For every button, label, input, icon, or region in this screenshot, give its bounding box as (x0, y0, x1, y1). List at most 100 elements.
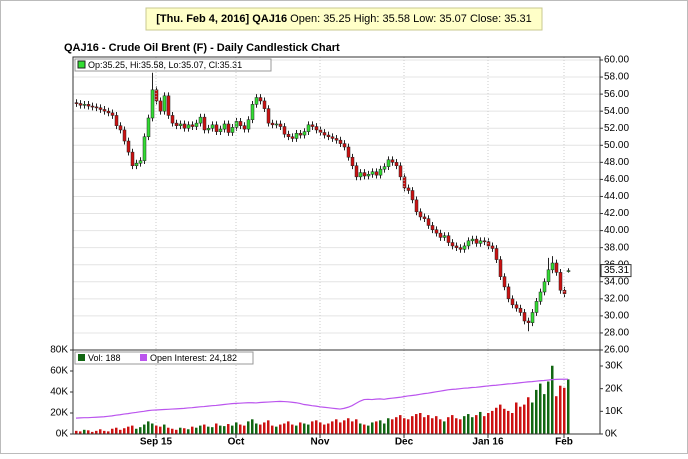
candle-body (474, 238, 479, 244)
candle-body (110, 112, 115, 116)
y-tick-label: 34.00 (604, 276, 629, 287)
volume-bar (487, 413, 490, 434)
volume-bar (255, 423, 258, 434)
candle-body (158, 100, 163, 112)
volume-bar (443, 421, 446, 434)
y-tick-label: 40.00 (604, 225, 629, 236)
candle-body (126, 140, 131, 153)
legend-swatch (140, 354, 147, 361)
candle-body (350, 156, 355, 167)
volume-bar (395, 417, 398, 434)
volume-bar (95, 430, 98, 434)
candle-body (398, 165, 403, 178)
candle-body (466, 240, 471, 247)
volume-bar (207, 426, 210, 434)
candle-body (446, 235, 451, 243)
volume-bar (199, 425, 202, 434)
chart-title: QAJ16 - Crude Oil Brent (F) - Daily Cand… (64, 42, 340, 54)
volume-bar (275, 426, 278, 434)
volume-bar (343, 420, 346, 434)
candle-body (358, 172, 363, 178)
candle-body (482, 240, 487, 243)
y-tick-label: 48.00 (604, 157, 629, 168)
volume-bar (183, 428, 186, 434)
candle-body (182, 123, 187, 129)
volume-bar (567, 379, 570, 434)
candle-body (282, 126, 287, 135)
volume-bar (79, 431, 82, 434)
candle-body (454, 245, 459, 248)
candle-body (190, 124, 195, 127)
candle-body (334, 138, 339, 141)
y-tick-label: 28.00 (604, 328, 629, 339)
y-tick-label: 60.00 (604, 55, 629, 66)
volume-bar (471, 417, 474, 434)
candle-body (154, 89, 159, 102)
y-tick-label: 50.00 (604, 140, 629, 151)
volume-bar (383, 423, 386, 434)
volume-bar (531, 402, 534, 434)
y-tick-label: 30.00 (604, 311, 629, 322)
candle-body (510, 298, 515, 306)
volume-bar (235, 422, 238, 434)
candle-body (82, 104, 87, 106)
x-tick-label: Feb (555, 437, 573, 448)
candle-body (178, 123, 183, 126)
y-tick-label: 52.00 (604, 123, 629, 134)
volume-bar (479, 411, 482, 434)
volume-bar (335, 419, 338, 434)
volume-bar (307, 424, 310, 434)
candle-body (262, 100, 267, 109)
candle-body (346, 146, 351, 158)
x-tick-label: Oct (228, 437, 245, 448)
volume-bar (323, 424, 326, 434)
x-tick-label: Dec (395, 437, 414, 448)
candle-body (122, 129, 127, 142)
volume-bar (439, 419, 442, 434)
volume-bar (171, 428, 174, 434)
candle-body (342, 143, 347, 148)
volume-bar (415, 414, 418, 434)
y-tick-label: 58.00 (604, 72, 629, 83)
volume-bar (299, 422, 302, 434)
volume-bar (247, 421, 250, 434)
candle-body (546, 269, 551, 283)
volume-bar (511, 413, 514, 434)
volume-bar (243, 425, 246, 434)
volume-bar (387, 418, 390, 434)
volume-bar (175, 429, 178, 434)
volume-bar (355, 419, 358, 434)
candle-body (490, 245, 495, 249)
volume-bar (179, 427, 182, 434)
volume-bar (203, 424, 206, 434)
candle-body (218, 128, 223, 132)
volume-bar (411, 416, 414, 434)
candle-body (322, 132, 327, 136)
volume-bar (483, 416, 486, 434)
volume-bar (359, 423, 362, 434)
volume-bar (303, 423, 306, 434)
candle-body (438, 232, 443, 238)
candle-body (374, 171, 379, 176)
y2-tick-label: 20K (605, 383, 623, 394)
candle-body (226, 123, 231, 133)
volume-bar (459, 419, 462, 434)
volume-bar (123, 428, 126, 434)
candle-body (250, 104, 255, 120)
candle-body (394, 162, 399, 167)
volume-bar (503, 408, 506, 434)
volume-bar (267, 420, 270, 434)
candle-body (170, 115, 175, 124)
candle-body (198, 116, 203, 124)
volume-bar (251, 419, 254, 434)
candle-body (414, 199, 419, 213)
y-tick-label: 26.00 (604, 345, 629, 356)
candle-body (246, 119, 251, 130)
candle-body (410, 190, 415, 201)
candle-body (174, 122, 179, 126)
candle-body (86, 104, 91, 107)
volume-bar (227, 424, 230, 434)
legend-text: Vol: 188 (88, 353, 121, 363)
volume-bar (163, 424, 166, 434)
volume-bar (111, 428, 114, 434)
